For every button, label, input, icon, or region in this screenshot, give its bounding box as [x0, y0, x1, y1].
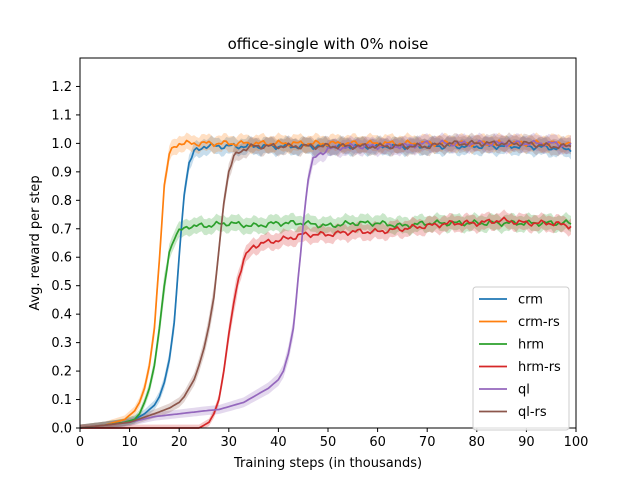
- legend-label-hrm: hrm: [518, 338, 544, 353]
- legend: crm crm-rs hrm hrm-rs ql ql-rs: [472, 286, 570, 431]
- x-tick-label: 0: [76, 435, 84, 450]
- y-tick-label: 0.7: [51, 222, 72, 237]
- x-tick-label: 60: [369, 435, 386, 450]
- y-axis: 0.0 0.1 0.2 0.3 0.4 0.5 0.6 0.7 0.8 0.9 1.0 1.1 1.2: [51, 80, 80, 437]
- legend-label-ql: ql: [518, 383, 530, 398]
- y-tick-label: 0.2: [51, 365, 72, 380]
- y-tick-label: 1.1: [51, 108, 72, 123]
- x-axis-label: Training steps (in thousands): [233, 456, 422, 471]
- y-tick-label: 1.2: [51, 80, 72, 95]
- line-ql: [79, 139, 572, 429]
- x-tick-label: 90: [518, 435, 535, 450]
- x-tick-label: 80: [469, 435, 486, 450]
- legend-label-crm-rs: crm-rs: [518, 315, 560, 330]
- y-tick-label: 0.8: [51, 194, 72, 209]
- x-tick-label: 70: [419, 435, 436, 450]
- x-tick-label: 100: [564, 435, 589, 450]
- legend-label-crm: crm: [518, 293, 543, 308]
- line-ql-rs: [79, 139, 572, 429]
- x-tick-label: 40: [270, 435, 287, 450]
- y-axis-label: Avg. reward per step: [28, 175, 43, 310]
- chart-title: office-single with 0% noise: [228, 35, 429, 53]
- y-tick-label: 0.0: [51, 422, 72, 437]
- y-tick-label: 0.1: [51, 393, 72, 408]
- legend-label-ql-rs: ql-rs: [518, 405, 547, 420]
- y-tick-label: 0.9: [51, 165, 72, 180]
- y-tick-label: 0.3: [51, 336, 72, 351]
- legend-box: [472, 286, 570, 431]
- y-tick-label: 0.4: [51, 308, 72, 323]
- line-hrm: [79, 219, 572, 429]
- y-tick-label: 0.6: [51, 251, 72, 266]
- x-tick-label: 30: [221, 435, 238, 450]
- x-tick-label: 10: [121, 435, 138, 450]
- legend-label-hrm-rs: hrm-rs: [518, 360, 561, 375]
- x-tick-label: 20: [171, 435, 188, 450]
- x-tick-label: 50: [320, 435, 337, 450]
- y-tick-label: 1.0: [51, 137, 72, 152]
- x-axis: 0 10 20 30 40 50 60 70 80 90 100: [76, 428, 589, 450]
- y-tick-label: 0.5: [51, 279, 72, 294]
